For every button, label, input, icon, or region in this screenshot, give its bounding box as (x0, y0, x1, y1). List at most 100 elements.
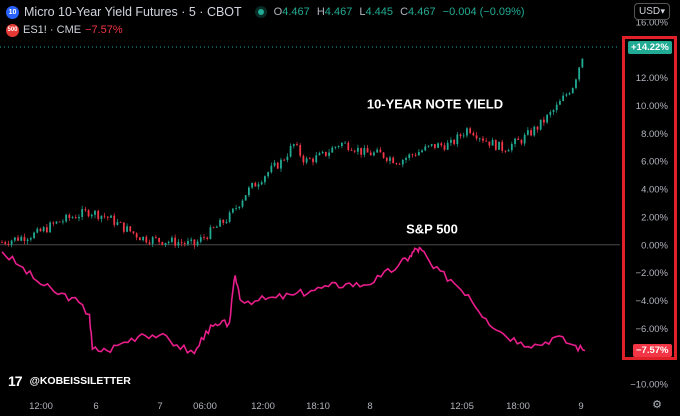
yield-candle (270, 165, 273, 173)
price-change: −0.004 (−0.09%) (442, 6, 525, 18)
yield-candle (4, 242, 7, 244)
yield-candle (334, 146, 337, 148)
yield-candle (472, 133, 475, 136)
yield-candle (251, 182, 254, 188)
tradingview-logo-icon: 17 (8, 373, 23, 389)
yield-candle (196, 241, 199, 246)
yield-candle (135, 233, 138, 238)
y-tick-label: 2.00% (641, 212, 668, 223)
yield-candle (190, 239, 193, 241)
yield-candle (71, 217, 74, 219)
compare-symbol[interactable]: ES1! · CME (23, 24, 82, 36)
symbol-header[interactable]: 10 Micro 10-Year Yield Futures · 5 · CBO… (6, 4, 525, 20)
compare-logo-icon: 500 (6, 23, 19, 37)
yield-candle (10, 240, 13, 245)
yield-candle (478, 138, 481, 140)
yield-candle (405, 157, 407, 160)
yield-candle (280, 159, 282, 169)
yield-candle (219, 219, 221, 227)
yield-candle (97, 210, 100, 219)
yield-candle (466, 128, 468, 136)
yield-candle (113, 215, 116, 225)
yield-candle (238, 206, 241, 209)
yield-candle (183, 243, 186, 245)
yield-candle (581, 58, 584, 68)
yield-candle (49, 222, 51, 233)
yield-candle (264, 176, 266, 183)
yield-candle (260, 182, 263, 185)
x-tick-label: 18:00 (506, 401, 530, 412)
yield-candle (565, 94, 568, 96)
yield-candle (485, 140, 488, 142)
yield-candle (78, 216, 80, 219)
yield-candle (555, 104, 558, 111)
yield-candle (491, 139, 494, 146)
yield-candle (199, 237, 202, 242)
yield-candle (167, 241, 170, 243)
yield-candle (231, 208, 234, 213)
yield-candle (299, 145, 302, 156)
sp500-line (1, 246, 586, 355)
yield-candle (302, 155, 305, 163)
yield-candle (267, 172, 270, 177)
yield-candle (65, 214, 68, 222)
yield-candle (55, 221, 58, 224)
yield-candle (103, 215, 106, 217)
yield-candle (171, 237, 173, 242)
y-tick-label: −2.00% (636, 268, 669, 279)
yield-candle (206, 237, 209, 239)
yield-candle (357, 147, 359, 152)
yield-candle (446, 142, 449, 150)
yield-candle (382, 152, 385, 158)
yield-candle (13, 237, 16, 241)
yield-candle (296, 144, 298, 146)
compare-change: −7.57% (85, 24, 123, 36)
price-axis-highlight (622, 36, 677, 360)
yield-candle (578, 67, 581, 80)
x-tick-label: 12:00 (29, 401, 53, 412)
yield-candle (520, 139, 523, 144)
yield-candle (58, 221, 61, 223)
yield-candle (151, 237, 154, 244)
yield-candle (401, 159, 404, 165)
currency-select[interactable]: USD ▾ (634, 3, 670, 20)
x-tick-label: 12:00 (251, 401, 275, 412)
yield-candle (289, 145, 292, 157)
yield-candle (235, 208, 237, 209)
yield-candle (411, 154, 414, 156)
yield-candle (389, 157, 391, 161)
yield-candle (494, 139, 497, 150)
yield-candle (119, 222, 122, 223)
yield-candle (353, 150, 356, 152)
symbol-title[interactable]: Micro 10-Year Yield Futures · 5 · CBOT (24, 5, 242, 19)
yield-candle (122, 222, 125, 232)
yield-candle (286, 156, 289, 161)
yield-candle (126, 226, 128, 232)
yield-candle (427, 145, 430, 147)
yield-candle (395, 163, 398, 164)
yield-candle (417, 152, 420, 156)
sp500-annotation: S&P 500 (406, 222, 458, 237)
yield-candle (90, 214, 93, 217)
y-tick-label: −6.00% (636, 324, 669, 335)
yield-candle (244, 195, 247, 201)
yield-candle (116, 222, 119, 225)
y-tick-label: −4.00% (636, 296, 669, 307)
settings-gear-icon[interactable]: ⚙ (652, 399, 662, 411)
yield-candle (33, 232, 35, 239)
y-tick-label: 16.00% (636, 18, 669, 29)
yield-candle (456, 134, 459, 145)
yield-candle (228, 212, 231, 222)
ohlc-values: O4.467 H4.467 L4.445 C4.467 −0.004 (−0.0… (273, 6, 525, 18)
compare-legend[interactable]: 500 ES1! · CME −7.57% (6, 23, 123, 37)
yield-candle (45, 227, 48, 233)
x-tick-label: 18:10 (306, 401, 330, 412)
yield-candle (62, 221, 64, 223)
yield-candle (7, 243, 10, 245)
yield-candle (366, 148, 369, 153)
yield-candle (321, 151, 324, 154)
yield-candle (222, 219, 225, 223)
yield-candle (315, 155, 318, 163)
yield-candle (549, 112, 552, 115)
